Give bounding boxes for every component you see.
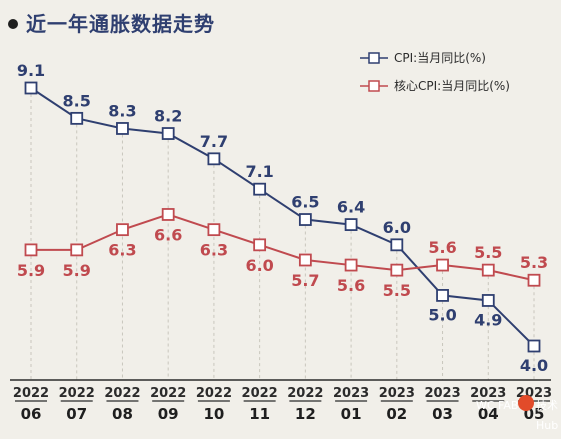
x-tick-year-8: 2023 bbox=[379, 386, 415, 401]
cpi-data-label-10: 4.9 bbox=[474, 310, 502, 329]
core-cpi-marker-3 bbox=[161, 208, 175, 221]
x-tick-year-4: 2022 bbox=[196, 386, 232, 401]
watermark-right-text: 技术 bbox=[536, 399, 558, 412]
core-cpi-marker-11 bbox=[527, 273, 541, 287]
legend-marker-1 bbox=[368, 80, 380, 92]
x-tick-year-10: 2023 bbox=[470, 386, 506, 401]
cpi-data-label-6: 6.5 bbox=[291, 193, 319, 212]
cpi-marker-6 bbox=[298, 213, 312, 226]
x-tick-month-6: 12 bbox=[295, 405, 316, 423]
core-cpi-data-label-11: 5.3 bbox=[520, 253, 548, 272]
title-bullet-icon bbox=[8, 18, 18, 29]
x-tick-month-8: 02 bbox=[386, 405, 407, 423]
cpi-data-label-9: 5.0 bbox=[428, 305, 456, 324]
cpi-data-label-5: 7.1 bbox=[245, 162, 273, 181]
x-tick-year-6: 2022 bbox=[287, 386, 323, 401]
core-cpi-marker-7 bbox=[344, 258, 358, 272]
core-cpi-marker-1 bbox=[70, 243, 84, 257]
x-tick-month-0: 06 bbox=[21, 405, 42, 423]
cpi-data-label-1: 8.5 bbox=[63, 91, 91, 110]
watermark-left-text: WC FAB bbox=[476, 399, 518, 412]
cpi-marker-1 bbox=[70, 111, 84, 125]
legend-label-1: 核心CPI:当月同比(%) bbox=[394, 79, 510, 93]
core-cpi-data-label-1: 5.9 bbox=[63, 261, 91, 280]
x-tick-year-9: 2023 bbox=[424, 386, 460, 401]
chart-title: 近一年通胀数据走势 bbox=[8, 8, 215, 37]
cpi-data-label-8: 6.0 bbox=[383, 218, 411, 237]
x-tick-month-10: 04 bbox=[478, 405, 499, 423]
x-tick-month-7: 01 bbox=[341, 405, 362, 423]
cpi-data-label-11: 4.0 bbox=[520, 356, 548, 375]
watermark-sub-text: Hub bbox=[536, 419, 558, 432]
x-tick-year-2: 2022 bbox=[104, 386, 140, 401]
core-cpi-data-label-5: 6.0 bbox=[245, 256, 273, 275]
core-cpi-marker-8 bbox=[390, 263, 404, 277]
core-cpi-data-label-4: 6.3 bbox=[200, 241, 228, 260]
core-cpi-marker-5 bbox=[253, 238, 267, 252]
cpi-data-label-0: 9.1 bbox=[17, 61, 45, 80]
x-tick-month-9: 03 bbox=[432, 405, 453, 423]
watermark-logo-icon bbox=[518, 395, 534, 411]
core-cpi-series-line bbox=[31, 213, 535, 282]
cpi-marker-11 bbox=[527, 339, 541, 353]
core-cpi-data-label-2: 6.3 bbox=[108, 241, 136, 260]
x-tick-month-1: 07 bbox=[66, 405, 87, 423]
cpi-marker-5 bbox=[253, 182, 267, 196]
core-cpi-data-label-7: 5.6 bbox=[337, 276, 365, 295]
cpi-data-label-2: 8.3 bbox=[108, 101, 136, 120]
cpi-marker-8 bbox=[390, 238, 404, 252]
cpi-marker-3 bbox=[161, 127, 175, 140]
cpi-marker-0 bbox=[24, 81, 38, 95]
cpi-marker-4 bbox=[207, 152, 221, 166]
x-tick-month-4: 10 bbox=[203, 405, 224, 423]
legend-marker-0 bbox=[368, 52, 380, 64]
x-tick-month-5: 11 bbox=[249, 405, 270, 423]
cpi-data-label-3: 8.2 bbox=[154, 107, 182, 126]
cpi-marker-2 bbox=[116, 122, 129, 135]
core-cpi-data-label-0: 5.9 bbox=[17, 261, 45, 280]
chart-title-text: 近一年通胀数据走势 bbox=[26, 12, 215, 36]
cpi-marker-10 bbox=[481, 294, 495, 307]
cpi-marker-9 bbox=[436, 289, 449, 302]
core-cpi-marker-4 bbox=[207, 223, 221, 237]
core-cpi-data-label-10: 5.5 bbox=[474, 243, 502, 262]
cpi-marker-7 bbox=[344, 218, 358, 231]
core-cpi-data-label-8: 5.5 bbox=[383, 281, 411, 300]
x-tick-month-2: 08 bbox=[112, 405, 133, 423]
core-cpi-marker-10 bbox=[481, 263, 495, 277]
cpi-data-label-7: 6.4 bbox=[337, 198, 365, 217]
x-tick-year-7: 2023 bbox=[333, 386, 369, 401]
cpi-data-label-4: 7.7 bbox=[200, 132, 228, 151]
x-tick-year-5: 2022 bbox=[242, 386, 278, 401]
core-cpi-data-label-9: 5.6 bbox=[428, 238, 456, 257]
x-tick-year-0: 2022 bbox=[13, 386, 49, 401]
x-tick-year-1: 2022 bbox=[59, 386, 95, 401]
core-cpi-marker-9 bbox=[436, 258, 449, 272]
x-tick-month-3: 09 bbox=[158, 405, 179, 423]
core-cpi-marker-2 bbox=[116, 223, 129, 237]
legend-label-0: CPI:当月同比(%) bbox=[394, 51, 486, 65]
cpi-series-line bbox=[30, 87, 535, 347]
core-cpi-data-label-3: 6.6 bbox=[154, 225, 182, 244]
core-cpi-marker-6 bbox=[298, 253, 312, 267]
x-tick-year-3: 2022 bbox=[150, 386, 186, 401]
core-cpi-data-label-6: 5.7 bbox=[291, 271, 319, 290]
core-cpi-marker-0 bbox=[24, 243, 38, 257]
